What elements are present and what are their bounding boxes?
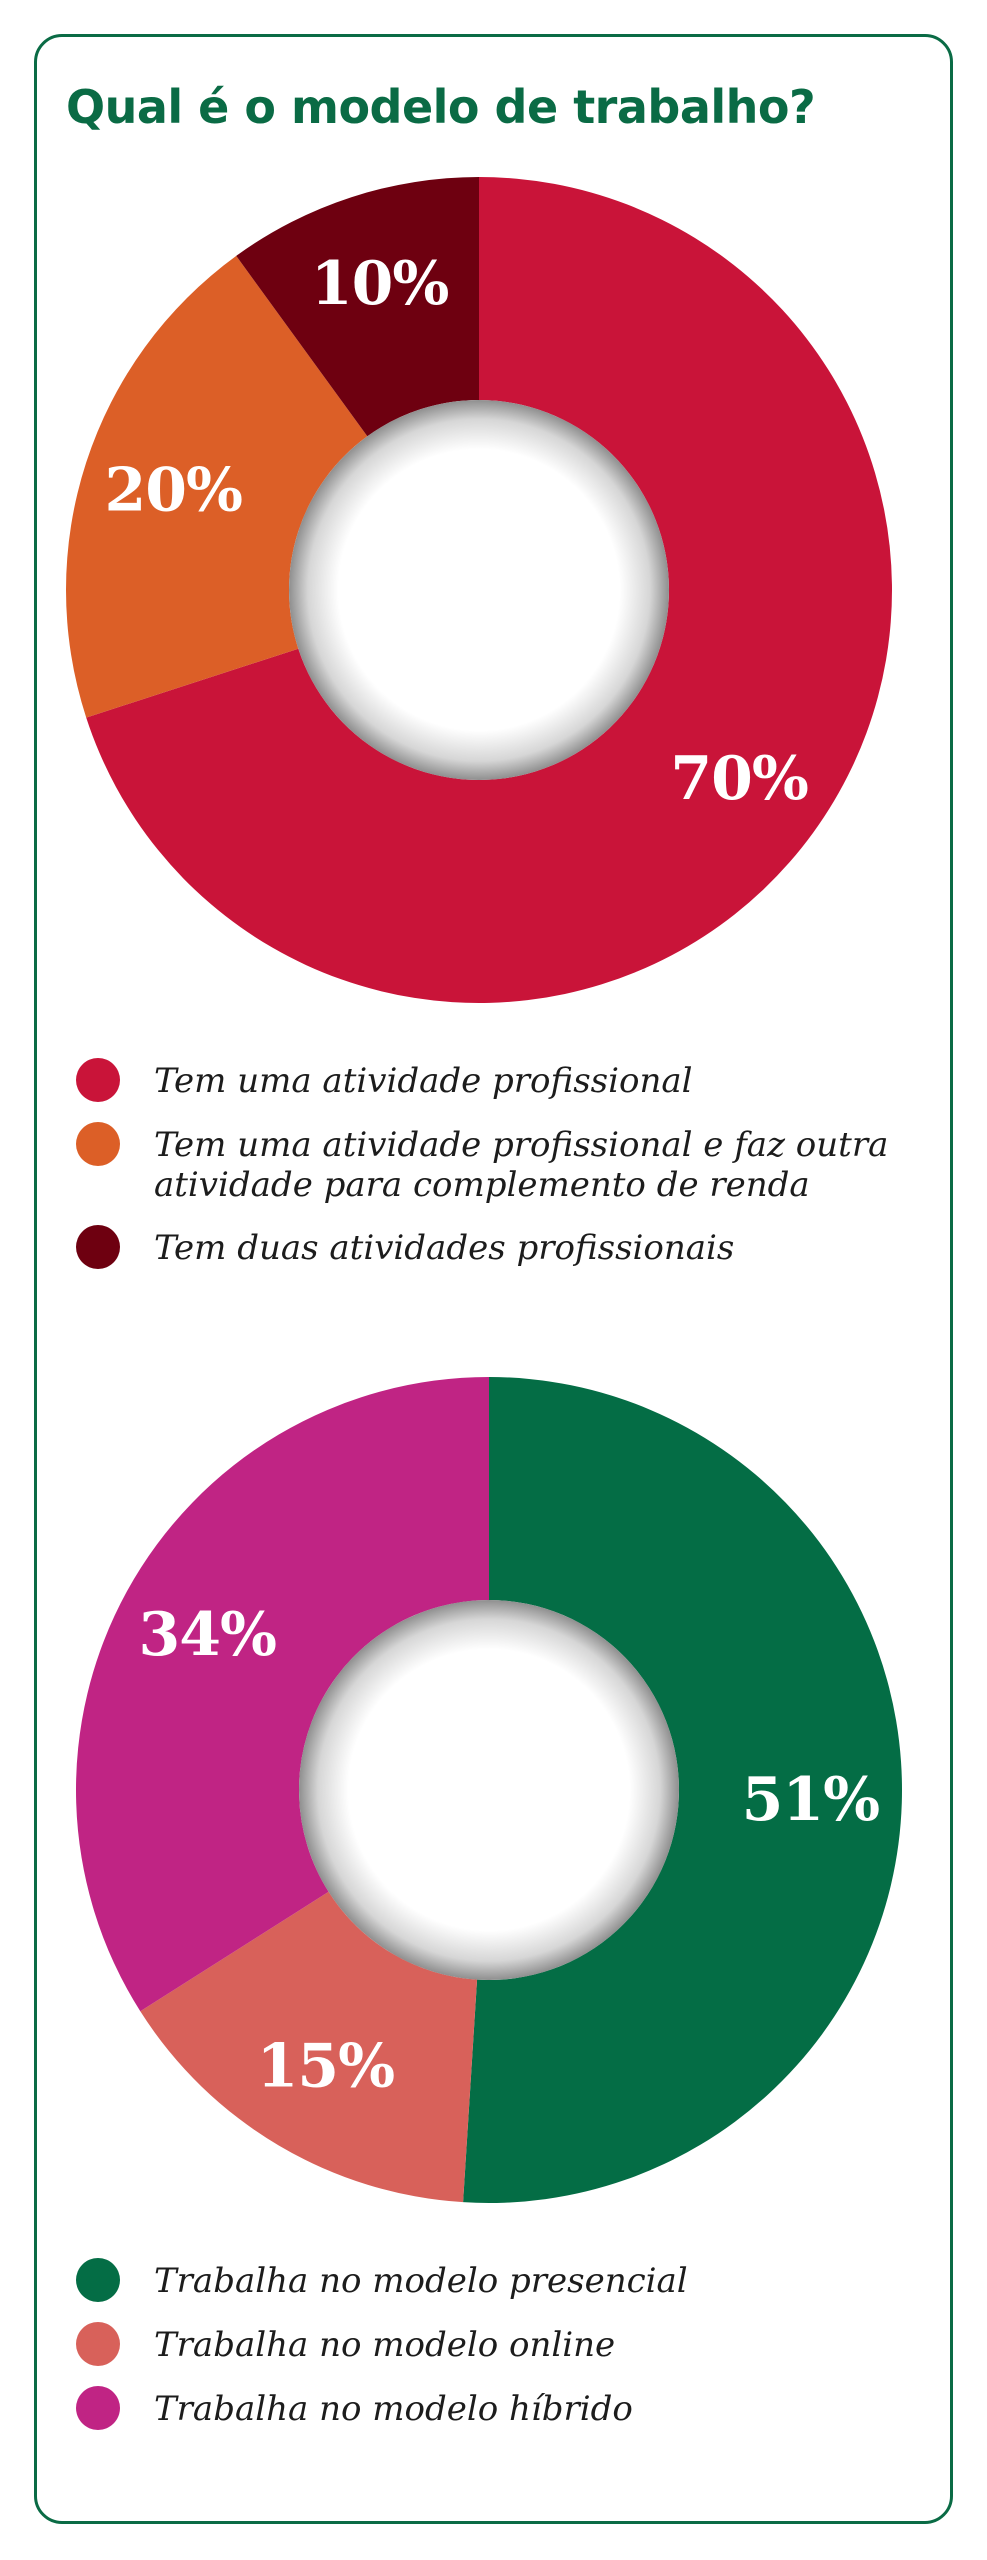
donut-2-label-0: 51% [742, 1765, 880, 1835]
donut-1-label-1: 20% [104, 456, 242, 526]
legend-1-item-0: Tem uma atividade profissional [76, 1058, 934, 1102]
chart-title: Qual é o modelo de trabalho? [66, 80, 816, 134]
donut-1-slice-2 [236, 177, 479, 437]
donut-2-label-2: 34% [139, 1600, 277, 1670]
legend-1-label-0: Tem uma atividade profissional [154, 1061, 693, 1101]
legend-1-item-1: Tem uma atividade profissional e faz out… [76, 1122, 934, 1205]
donut-1-label-2: 10% [311, 249, 449, 319]
donut-2-hole [299, 1600, 679, 1980]
donut-chart-work-activities: 70% 20% 10% [65, 177, 892, 1003]
donut-1-slice-1 [65, 255, 368, 718]
donut-1-slice-0 [86, 177, 892, 1003]
donut-1-hole [289, 400, 669, 780]
legend-2-label-0: Trabalha no modelo presencial [154, 2261, 688, 2301]
legend-2-dot-2 [76, 2386, 120, 2430]
legend-1-dot-2 [76, 1225, 120, 1269]
legend-2-label-2: Trabalha no modelo híbrido [154, 2389, 633, 2429]
donut-2-slice-2 [76, 1377, 489, 2012]
legend-1-dot-0 [76, 1058, 120, 1102]
legend-2-item-2: Trabalha no modelo híbrido [76, 2386, 934, 2430]
legend-2-item-1: Trabalha no modelo online [76, 2322, 934, 2366]
donut-1-label-0: 70% [670, 744, 808, 814]
donut-2-slice-1 [140, 1891, 478, 2203]
legend-2-dot-0 [76, 2258, 120, 2302]
donut-2-slice-0 [463, 1377, 902, 2203]
legend-2-dot-1 [76, 2322, 120, 2366]
legend-2-label-1: Trabalha no modelo online [154, 2325, 616, 2365]
legend-1-label-2: Tem duas atividades profissionais [154, 1228, 735, 1268]
donut-2-label-1: 15% [257, 2032, 395, 2102]
legend-2-item-0: Trabalha no modelo presencial [76, 2258, 934, 2302]
donut-chart-work-model: 51% 15% 34% [76, 1377, 902, 2203]
legend-1-label-1: Tem uma atividade profissional e faz out… [154, 1125, 889, 1205]
legend-1-dot-1 [76, 1122, 120, 1166]
legend-1-item-2: Tem duas atividades profissionais [76, 1225, 934, 1269]
legend-work-activities: Tem uma atividade profissional Tem uma at… [76, 1058, 934, 1289]
legend-work-model: Trabalha no modelo presencial Trabalha no… [76, 2258, 934, 2450]
